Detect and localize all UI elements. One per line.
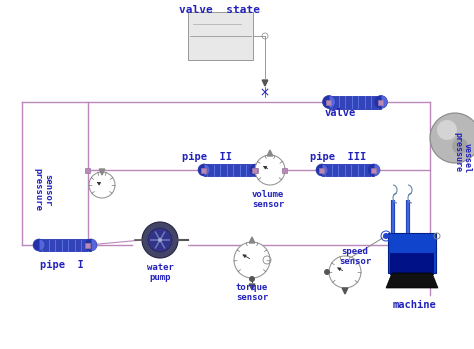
Polygon shape	[262, 80, 268, 86]
Wedge shape	[322, 164, 328, 176]
Wedge shape	[85, 239, 91, 251]
Wedge shape	[91, 239, 97, 251]
Wedge shape	[374, 164, 380, 176]
Circle shape	[430, 113, 474, 163]
Bar	[85, 243, 91, 247]
Bar	[39, 239, 91, 251]
Text: pipe  I: pipe I	[40, 260, 84, 270]
Wedge shape	[250, 164, 256, 176]
Circle shape	[158, 238, 162, 242]
Text: torque: torque	[236, 283, 268, 292]
Bar	[379, 99, 383, 104]
Circle shape	[234, 242, 270, 278]
Bar	[390, 253, 434, 275]
Text: pressure: pressure	[34, 169, 43, 211]
Text: vessel: vessel	[463, 143, 472, 173]
Polygon shape	[267, 150, 273, 156]
Wedge shape	[33, 239, 39, 251]
Text: sensor: sensor	[252, 200, 284, 209]
Circle shape	[89, 172, 115, 198]
Circle shape	[249, 276, 255, 282]
Bar	[254, 168, 258, 172]
Circle shape	[255, 155, 285, 185]
Text: pressure: pressure	[454, 132, 463, 172]
Text: pipe  III: pipe III	[310, 152, 366, 162]
Text: volume: volume	[252, 190, 284, 199]
Text: valve: valve	[324, 108, 356, 118]
Wedge shape	[374, 96, 381, 109]
Bar	[201, 168, 207, 172]
Bar	[283, 168, 288, 172]
Polygon shape	[342, 288, 348, 294]
Bar	[388, 233, 436, 273]
Text: pipe  II: pipe II	[182, 152, 232, 162]
Circle shape	[148, 228, 172, 252]
Bar	[319, 168, 325, 172]
Bar	[327, 99, 331, 104]
Text: sensor: sensor	[236, 293, 268, 302]
Polygon shape	[249, 237, 255, 243]
Bar	[322, 164, 374, 176]
Bar	[372, 168, 376, 172]
Wedge shape	[329, 96, 336, 109]
Text: water: water	[146, 263, 173, 272]
Text: sensor: sensor	[44, 174, 53, 206]
Wedge shape	[368, 164, 374, 176]
Wedge shape	[39, 239, 45, 251]
Wedge shape	[204, 164, 210, 176]
Circle shape	[324, 269, 330, 275]
Polygon shape	[249, 284, 255, 290]
Circle shape	[383, 233, 389, 239]
Bar	[204, 164, 256, 176]
Circle shape	[142, 222, 178, 258]
Text: machine: machine	[393, 300, 437, 310]
Polygon shape	[99, 169, 105, 175]
Wedge shape	[256, 164, 262, 176]
Wedge shape	[316, 164, 322, 176]
Circle shape	[452, 138, 468, 154]
Text: valve  state: valve state	[180, 5, 261, 15]
Circle shape	[329, 256, 361, 288]
Bar	[329, 96, 381, 109]
Polygon shape	[386, 273, 438, 288]
Bar	[253, 168, 257, 172]
Wedge shape	[322, 96, 329, 109]
Text: sensor: sensor	[339, 257, 371, 266]
Bar	[188, 12, 253, 60]
Bar	[85, 168, 91, 172]
Wedge shape	[198, 164, 204, 176]
Circle shape	[437, 120, 457, 140]
Text: speed: speed	[342, 247, 368, 256]
Text: pump: pump	[149, 273, 171, 282]
Wedge shape	[381, 96, 388, 109]
